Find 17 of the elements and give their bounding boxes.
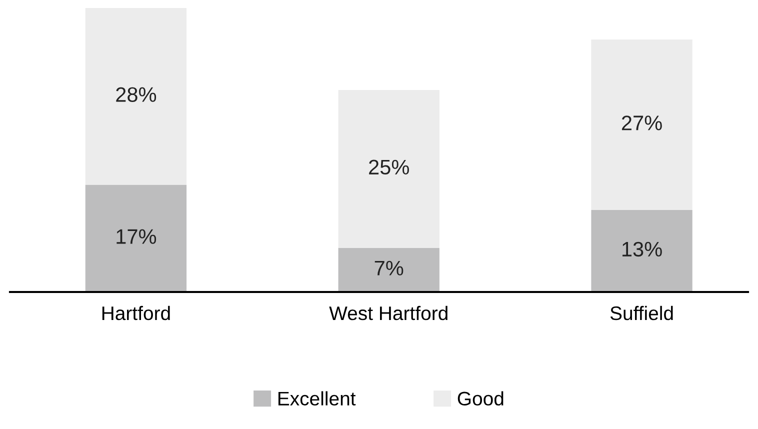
data-label: 7%	[374, 260, 404, 276]
data-label: 27%	[622, 116, 662, 130]
bar	[338, 90, 440, 248]
legend-label: Good	[458, 391, 504, 406]
data-label: 17%	[116, 229, 156, 244]
bar	[85, 8, 187, 185]
x-tick-label: Suffield	[610, 306, 673, 320]
data-label: 25%	[369, 160, 409, 175]
x-tick-label: West Hartford	[329, 306, 448, 320]
bar	[591, 40, 692, 210]
bar	[591, 210, 692, 292]
legend-label: Excellent	[278, 391, 356, 406]
bar	[85, 184, 187, 292]
bar	[338, 248, 440, 292]
x-tick-label: Hartford	[102, 306, 170, 320]
data-label: 28%	[116, 87, 156, 102]
data-label: 13%	[622, 242, 662, 257]
